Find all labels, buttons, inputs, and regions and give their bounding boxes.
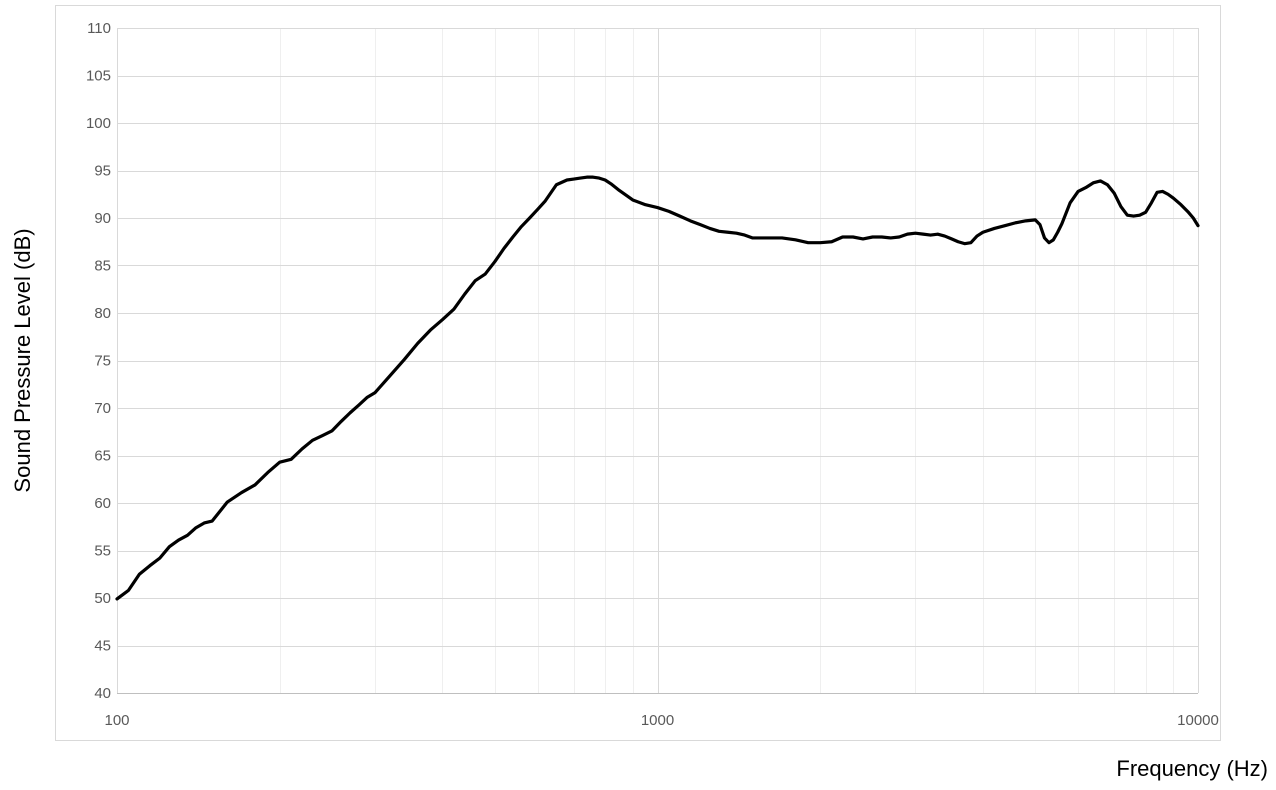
y-tick-label: 40 bbox=[94, 685, 111, 702]
y-tick-label: 75 bbox=[94, 353, 111, 370]
spl-response-line bbox=[115, 175, 1200, 601]
x-axis-title: Frequency (Hz) bbox=[1116, 756, 1268, 781]
y-tick-label: 110 bbox=[87, 20, 111, 37]
y-tick-label: 70 bbox=[94, 400, 111, 417]
x-tick-label: 1000 bbox=[641, 712, 674, 729]
y-tick-label: 80 bbox=[94, 305, 111, 322]
y-tick-label: 90 bbox=[94, 210, 111, 227]
y-axis-title: Sound Pressure Level (dB) bbox=[10, 228, 35, 492]
x-tick-label: 100 bbox=[104, 712, 129, 729]
y-tick-label: 65 bbox=[94, 448, 111, 465]
y-tick-label: 95 bbox=[94, 163, 111, 180]
y-tick-label: 105 bbox=[86, 68, 111, 85]
grid-lines bbox=[117, 28, 1199, 694]
y-tick-label: 45 bbox=[94, 638, 111, 655]
y-tick-label: 60 bbox=[94, 495, 111, 512]
chart-frame bbox=[55, 5, 1221, 741]
y-tick-label: 50 bbox=[94, 590, 111, 607]
y-tick-label: 100 bbox=[86, 115, 111, 132]
y-tick-label: 85 bbox=[94, 258, 111, 275]
tick-labels: 40 45 50 55 60 65 70 75 80 85 90 95 100 105 110 100 1000… bbox=[86, 20, 1219, 729]
x-tick-label: 10000 bbox=[1177, 712, 1219, 729]
y-tick-label: 55 bbox=[94, 543, 111, 560]
